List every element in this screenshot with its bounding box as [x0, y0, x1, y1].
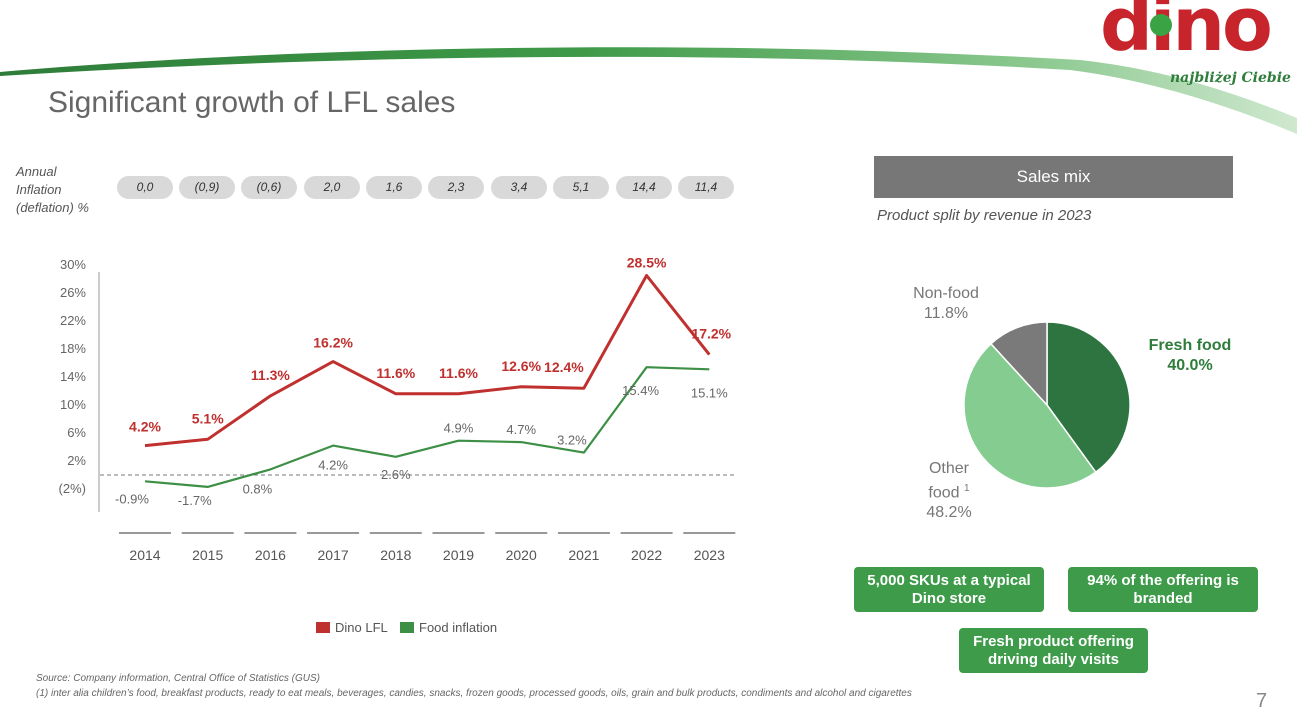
- inflation-label-line: Annual: [16, 164, 57, 179]
- food-inflation-data-label: 15.1%: [691, 385, 728, 400]
- sales-mix-header: Sales mix: [874, 156, 1233, 198]
- x-tick-label: 2023: [694, 547, 725, 563]
- dino-lfl-data-label: 12.4%: [544, 359, 584, 375]
- y-tick-label: 18%: [60, 341, 86, 356]
- legend-dino-lfl: Dino LFL: [316, 620, 388, 635]
- inflation-label: Annual Inflation (deflation) %: [16, 163, 116, 217]
- dino-lfl-data-label: 17.2%: [691, 326, 731, 342]
- x-tick-label: 2014: [129, 547, 160, 563]
- pie-label-name: Non-food: [913, 285, 979, 302]
- inflation-pill: 0,0: [117, 176, 173, 199]
- dino-lfl-data-label: 11.6%: [376, 365, 415, 381]
- pie-slice-other-food: [963, 342, 1097, 489]
- logo-dot: [1150, 14, 1172, 36]
- pie-label-value: 40.0%: [1167, 357, 1213, 374]
- footnote-marker: 1: [964, 483, 970, 494]
- dino-lfl-data-label: 11.3%: [251, 367, 290, 383]
- legend-swatch-red: [316, 622, 330, 633]
- pie-label-name: Other: [928, 460, 969, 477]
- inflation-pill: 11,4: [678, 176, 734, 199]
- y-tick-label: 26%: [60, 285, 86, 300]
- page-number: 7: [1256, 690, 1268, 712]
- sales-mix-subtitle: Product split by revenue in 2023: [877, 207, 1092, 224]
- y-tick-label: 10%: [60, 397, 86, 412]
- inflation-pill: (0,9): [179, 176, 235, 199]
- y-tick-label: 6%: [67, 425, 86, 440]
- food-inflation-data-label: 3.2%: [557, 433, 587, 448]
- pie-label-non-food: Non-food 11.8%: [904, 284, 988, 324]
- dino-logo: dino najbliżej Ciebie: [1098, 0, 1291, 90]
- x-tick-label: 2021: [568, 547, 599, 563]
- food-inflation-data-label: 15.4%: [622, 383, 659, 398]
- food-inflation-data-label: 4.9%: [444, 421, 474, 436]
- x-tick-label: 2018: [380, 547, 411, 563]
- pie-label-fresh-food: Fresh food 40.0%: [1140, 336, 1240, 376]
- dino-lfl-data-label: 16.2%: [313, 335, 353, 351]
- dino-lfl-data-label: 28.5%: [627, 255, 667, 271]
- x-tick-label: 2019: [443, 547, 474, 563]
- food-inflation-data-label: 0.8%: [243, 481, 273, 496]
- inflation-pill: 14,4: [616, 176, 672, 199]
- x-tick-label: 2020: [506, 547, 537, 563]
- inflation-pill: 2,0: [304, 176, 360, 199]
- inflation-pill: 2,3: [428, 176, 484, 199]
- dino-lfl-data-label: 11.6%: [439, 365, 478, 381]
- food-inflation-data-label: -1.7%: [178, 493, 212, 508]
- inflation-pill: 1,6: [366, 176, 422, 199]
- inflation-label-line: Inflation: [16, 182, 62, 197]
- legend-swatch-green: [400, 622, 414, 633]
- food-inflation-line: [144, 366, 710, 488]
- pie-slice-non-food: [989, 321, 1048, 407]
- legend-label: Dino LFL: [335, 620, 388, 635]
- food-inflation-data-label: 2.6%: [381, 467, 411, 482]
- highlight-skus: 5,000 SKUs at a typical Dino store: [854, 567, 1044, 612]
- x-tick-label: 2022: [631, 547, 662, 563]
- logo-tagline: najbliżej Ciebie: [1170, 70, 1291, 86]
- legend-label: Food inflation: [419, 620, 498, 635]
- x-tick-label: 2017: [318, 547, 349, 563]
- y-tick-label: 2%: [67, 453, 86, 468]
- y-tick-label: 22%: [60, 313, 86, 328]
- inflation-pill: 3,4: [491, 176, 547, 199]
- source-note: Source: Company information, Central Off…: [36, 673, 320, 684]
- logo-wordmark: dino: [1100, 0, 1273, 68]
- inflation-pill: (0,6): [241, 176, 297, 199]
- y-tick-label: (2%): [59, 481, 86, 496]
- food-inflation-data-label: 4.7%: [506, 422, 536, 437]
- y-tick-label: 30%: [60, 257, 86, 272]
- pie-label-name-2: food 1: [928, 483, 970, 502]
- dino-lfl-line: [144, 274, 711, 448]
- lfl-line-chart: 30% 26% 22% 18% 14% 10% 6% 2% (2%) 2014 2015 2016 20…: [59, 255, 736, 563]
- food-inflation-data-label: -0.9%: [115, 491, 149, 506]
- pie-label-value: 48.2%: [926, 504, 972, 522]
- pie-label-name: Fresh food: [1148, 337, 1232, 354]
- pie-slice-fresh-food: [1046, 321, 1131, 474]
- pie-label-other-food: Other food 1 48.2%: [910, 459, 988, 523]
- inflation-label-line: (deflation) %: [16, 200, 89, 215]
- dino-lfl-data-label: 12.6%: [501, 358, 541, 374]
- x-tick-label: 2015: [192, 547, 223, 563]
- dino-lfl-data-label: 5.1%: [192, 410, 224, 426]
- x-tick-label: 2016: [255, 547, 286, 563]
- highlight-branded: 94% of the offering is branded: [1068, 567, 1258, 612]
- inflation-pill: 5,1: [553, 176, 609, 199]
- footnote: (1) inter alia children’s food, breakfas…: [36, 688, 912, 699]
- legend-food-inflation: Food inflation: [400, 620, 497, 635]
- pie-label-value: 11.8%: [923, 305, 969, 322]
- page-title: Significant growth of LFL sales: [48, 86, 456, 119]
- dino-lfl-data-label: 4.2%: [129, 419, 161, 435]
- sales-mix-pie: [963, 321, 1131, 489]
- highlight-fresh-offering: Fresh product offering driving daily vis…: [959, 628, 1148, 673]
- food-inflation-data-label: 4.2%: [318, 458, 348, 473]
- y-tick-label: 14%: [60, 369, 86, 384]
